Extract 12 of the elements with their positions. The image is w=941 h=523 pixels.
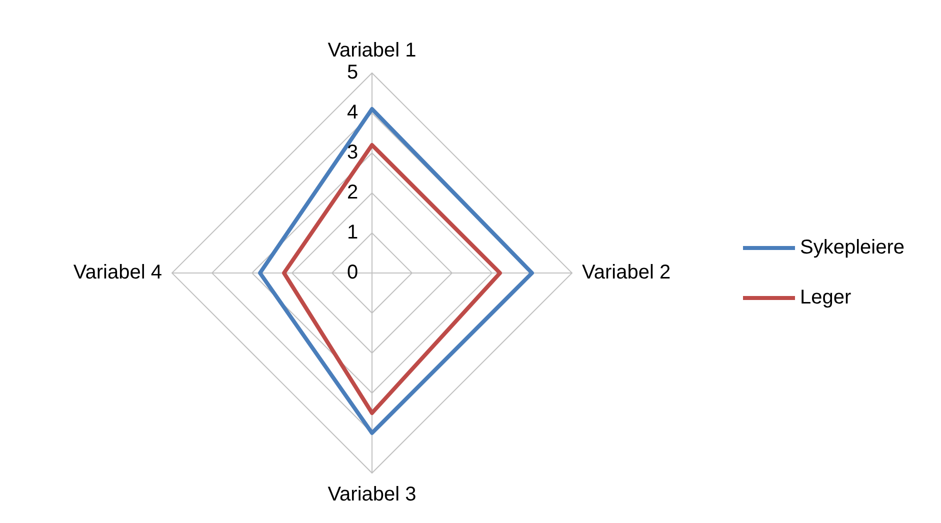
y-tick-label: 4 xyxy=(347,101,358,124)
y-tick-label: 3 xyxy=(347,141,358,164)
spoke-label: Variabel 3 xyxy=(328,483,416,506)
y-tick-label: 2 xyxy=(347,181,358,204)
spoke-label: Variabel 1 xyxy=(328,39,416,62)
y-tick-label: 1 xyxy=(347,221,358,244)
y-tick-label: 0 xyxy=(347,261,358,284)
spoke-label: Variabel 2 xyxy=(582,261,671,284)
legend-label: Leger xyxy=(800,286,852,308)
y-tick-label: 5 xyxy=(347,61,358,84)
legend-label: Sykepleiere xyxy=(800,236,905,258)
spoke-label: Variabel 4 xyxy=(73,261,162,284)
